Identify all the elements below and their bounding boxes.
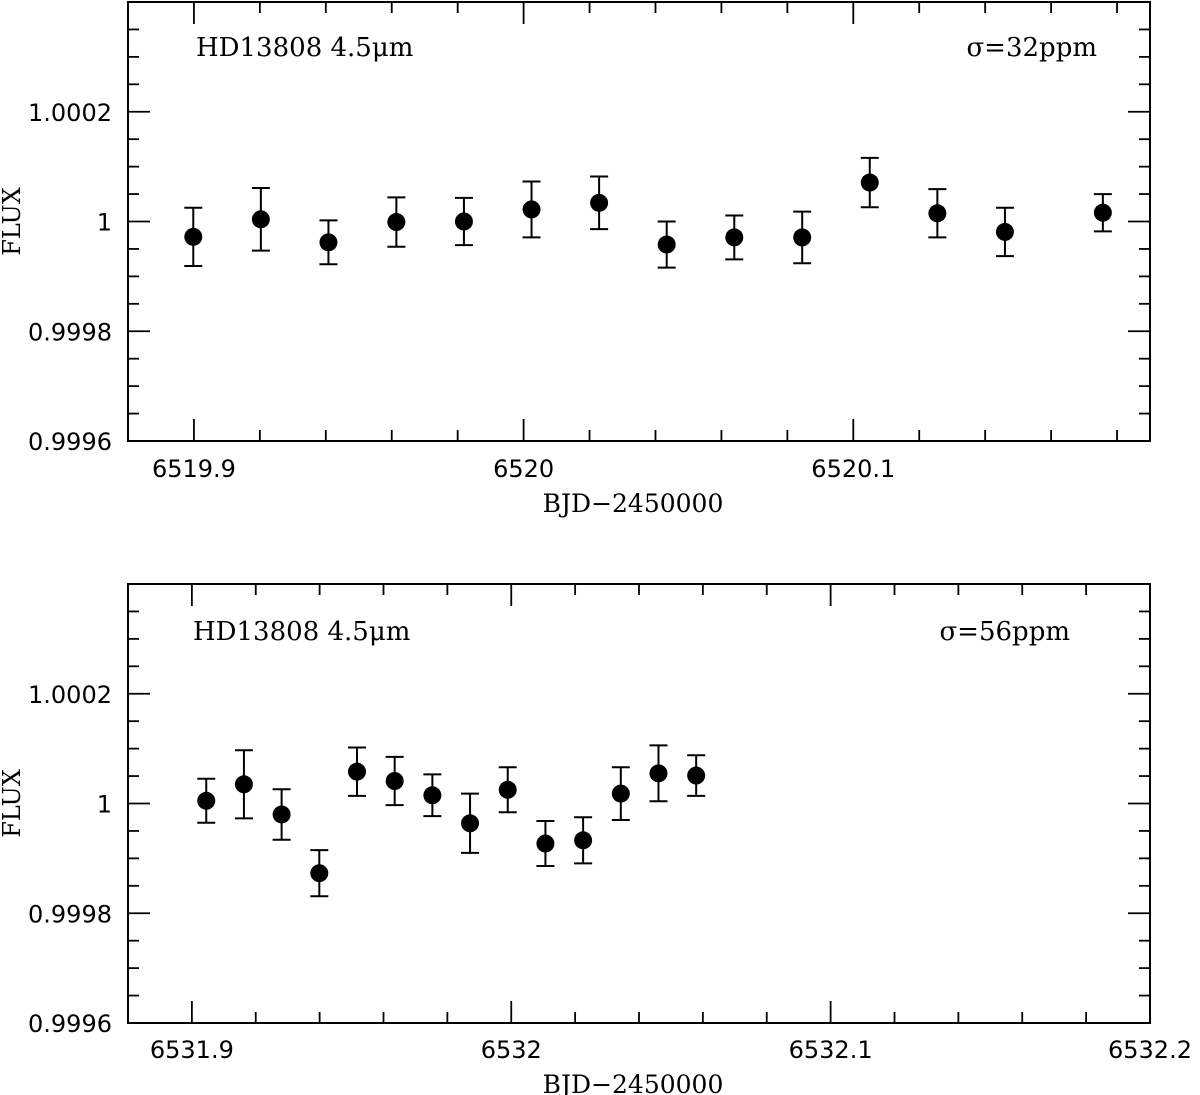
plot-frame — [127, 1, 1151, 442]
y-tick-label: 0.9998 — [28, 318, 112, 346]
data-point — [687, 754, 706, 797]
y-tick-label: 0.9996 — [28, 428, 112, 456]
data-point — [461, 792, 480, 854]
data-marker — [536, 834, 555, 853]
x-tick-label: 6531.9 — [150, 1036, 234, 1064]
y-tick-label: 0.9996 — [28, 1010, 112, 1038]
data-marker — [234, 775, 253, 794]
data-point — [310, 849, 329, 898]
data-marker — [251, 210, 270, 229]
x-tick-label: 6532.2 — [1108, 1036, 1192, 1064]
data-point — [197, 777, 216, 824]
annotation-target-band: HD13808 4.5μm — [196, 33, 413, 63]
data-marker — [347, 762, 366, 781]
data-point — [657, 220, 676, 269]
x-axis-label: BJD−2450000 — [543, 489, 724, 518]
data-marker — [454, 212, 473, 231]
y-tick-label: 1.0002 — [28, 99, 112, 127]
data-point — [522, 180, 541, 239]
data-marker — [461, 814, 480, 833]
data-marker — [725, 228, 744, 247]
x-tick-label: 6520.1 — [811, 455, 895, 483]
x-tick-label: 6520 — [493, 455, 554, 483]
data-marker — [385, 772, 404, 791]
data-marker — [387, 213, 406, 232]
data-point — [995, 206, 1014, 258]
data-marker — [272, 805, 291, 824]
data-point — [423, 773, 442, 818]
data-marker — [1093, 203, 1112, 222]
data-point — [251, 187, 270, 252]
chart-panel-2: 6531.9 6532 6532.1 6532.2 0.9996 0.9998 1 1.000… — [0, 583, 1192, 1095]
y-tick-label: 0.9998 — [28, 900, 112, 928]
data-marker — [590, 193, 609, 212]
data-marker — [687, 766, 706, 785]
y-axis-label: FLUX — [0, 769, 26, 838]
chart-panel-1: 6519.9 6520 6520.1 0.9996 0.9998 1 1.0002 BJD−2… — [0, 1, 1151, 518]
data-point — [385, 755, 404, 807]
data-marker — [611, 784, 630, 803]
y-tick-label: 1 — [97, 209, 112, 237]
y-tick-label: 1 — [97, 791, 112, 819]
data-point — [319, 219, 338, 266]
data-point — [454, 196, 473, 247]
x-axis-label: BJD−2450000 — [543, 1070, 724, 1095]
data-marker — [423, 786, 442, 805]
data-marker — [649, 764, 668, 783]
data-point — [611, 766, 630, 821]
data-point — [574, 816, 593, 865]
x-tick-label: 6532.1 — [789, 1036, 873, 1064]
data-point — [649, 744, 668, 803]
data-marker — [574, 831, 593, 850]
x-tick-label: 6519.9 — [152, 455, 236, 483]
data-marker — [319, 233, 338, 252]
data-point — [498, 766, 517, 814]
data-marker — [928, 204, 947, 223]
data-marker — [184, 227, 203, 246]
data-point — [1093, 193, 1112, 233]
data-point — [725, 214, 744, 261]
data-point — [793, 210, 812, 265]
data-point — [536, 820, 555, 868]
data-point — [347, 746, 366, 797]
data-point — [860, 156, 879, 209]
data-point — [272, 788, 291, 841]
data-point — [234, 749, 253, 820]
data-point — [590, 175, 609, 231]
y-axis-label: FLUX — [0, 187, 26, 256]
data-marker — [995, 222, 1014, 241]
data-marker — [498, 780, 517, 799]
data-marker — [522, 200, 541, 219]
data-marker — [860, 173, 879, 192]
data-point — [184, 206, 203, 267]
x-tick-label: 6532 — [481, 1036, 542, 1064]
y-tick-label: 1.0002 — [28, 681, 112, 709]
data-marker — [197, 791, 216, 810]
annotation-sigma: σ=56ppm — [939, 617, 1070, 647]
data-point — [387, 196, 406, 248]
annotation-sigma: σ=32ppm — [966, 33, 1097, 63]
annotation-target-band: HD13808 4.5μm — [193, 617, 410, 647]
data-marker — [657, 235, 676, 254]
data-point — [928, 188, 947, 239]
data-marker — [793, 228, 812, 247]
data-marker — [310, 864, 329, 883]
